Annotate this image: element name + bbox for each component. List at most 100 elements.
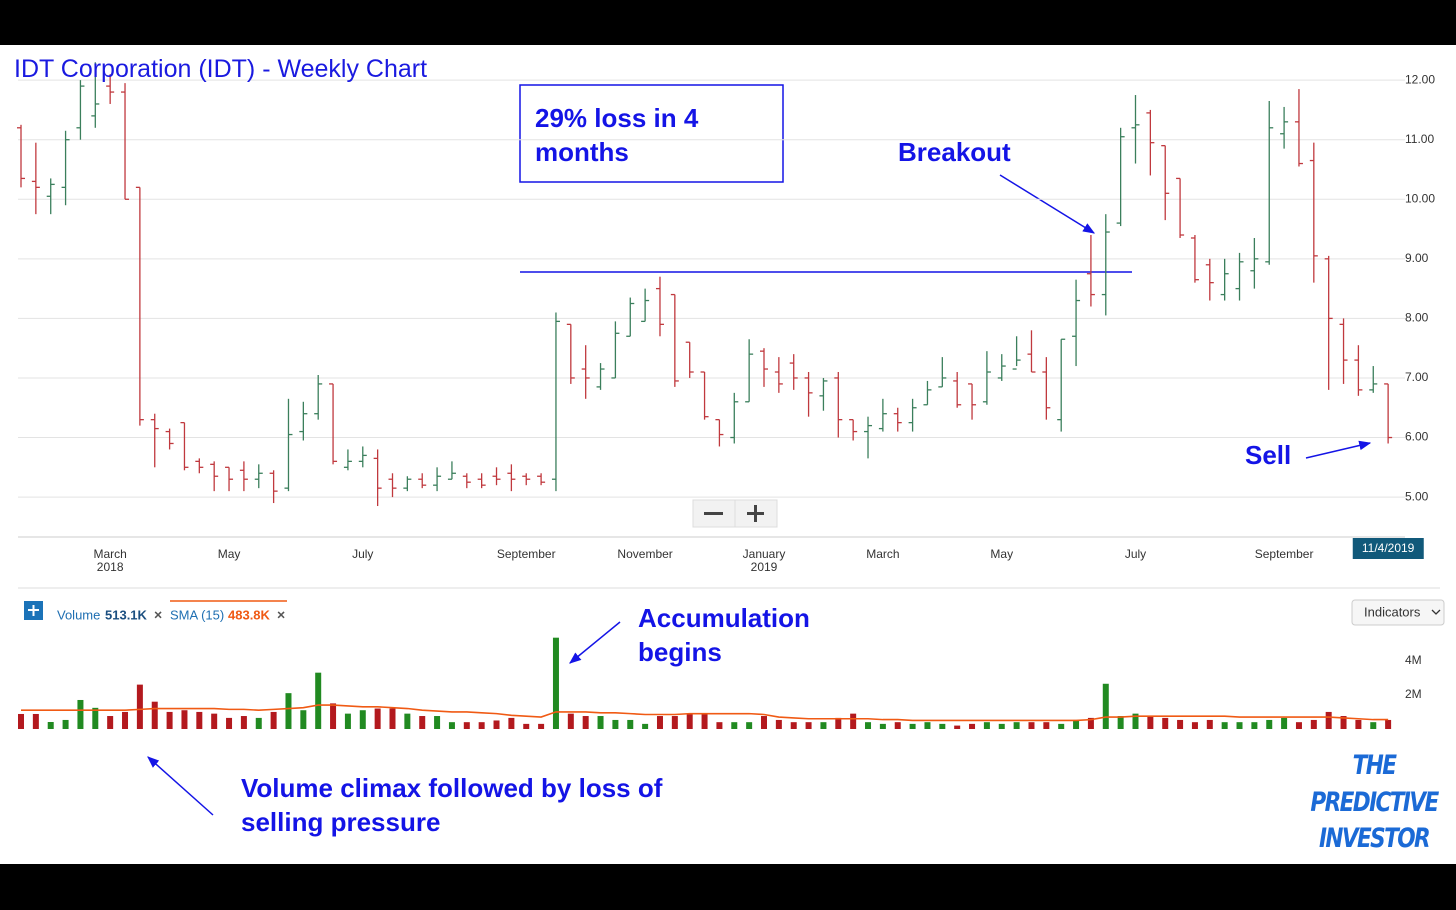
volume-bar: [879, 723, 886, 729]
volume-bar: [983, 722, 990, 729]
volume-bar: [404, 713, 411, 729]
volume-bar: [1310, 719, 1317, 729]
volume-bar: [255, 717, 262, 729]
volume-bar: [374, 708, 381, 729]
volume-bar: [270, 711, 277, 729]
volume-bar: [478, 722, 485, 729]
y-tick-label: 11.00: [1405, 132, 1434, 146]
volume-bar: [92, 707, 99, 729]
x-tick-label: May: [217, 547, 241, 561]
legend-label: Volume: [57, 607, 100, 622]
volume-bar: [909, 723, 916, 729]
arrow: [999, 174, 1096, 234]
volume-bar: [1221, 722, 1228, 729]
volume-bar: [226, 717, 233, 729]
volume-bar: [211, 713, 218, 729]
volume-bar: [285, 693, 292, 729]
volume-bar: [1087, 717, 1094, 729]
volume-bar: [731, 722, 738, 729]
volume-bar: [315, 672, 322, 729]
volume-bar: [434, 716, 441, 729]
dropdown-icon: [1431, 609, 1441, 615]
volume-bar: [136, 684, 143, 729]
volume-bar: [1370, 722, 1377, 729]
legend-label: SMA (15): [170, 607, 224, 622]
y-tick-label: 2M: [1405, 687, 1422, 701]
volume-bar: [597, 716, 604, 729]
volume-bar: [552, 637, 559, 729]
loss-annotation: 29% loss in 4 months: [535, 103, 699, 167]
volume-bar: [538, 723, 545, 729]
x-tick-label: July: [1124, 547, 1147, 561]
volume-bar: [954, 725, 961, 729]
arrow: [147, 756, 214, 816]
volume-bar: [1058, 723, 1065, 729]
volume-bar: [107, 716, 114, 729]
volume-bar: [32, 713, 39, 729]
volume-bar: [463, 722, 470, 729]
volume-bar: [419, 716, 426, 729]
volume-bar: [181, 710, 188, 729]
volume-bar: [1385, 719, 1392, 729]
legend-value: 513.1K: [105, 607, 148, 622]
volume-bar: [493, 720, 500, 729]
volume-bar: [671, 716, 678, 729]
volume-bar: [1177, 719, 1184, 729]
volume-bar: [1191, 722, 1198, 729]
volume-bar: [567, 713, 574, 729]
volume-bar: [642, 723, 649, 729]
y-tick-label: 5.00: [1405, 489, 1429, 503]
x-tick-label: September: [1254, 547, 1314, 561]
zoom-in-icon: [754, 505, 757, 522]
volume-bar: [151, 701, 158, 729]
x-tick-label: March: [866, 547, 900, 561]
volume-bar: [300, 710, 307, 729]
x-tick-label: September: [496, 547, 556, 561]
y-tick-label: 10.00: [1405, 191, 1435, 205]
legend-remove: ×: [277, 607, 285, 623]
indicators-label: Indicators: [1364, 604, 1421, 619]
logo-line: THE: [1352, 750, 1397, 781]
volume-bar: [47, 722, 54, 729]
volume-bar: [761, 716, 767, 729]
volume-bar: [62, 719, 69, 729]
logo-line: PREDICTIVE: [1310, 787, 1439, 818]
volume-bar: [1325, 711, 1332, 729]
volume-bar: [1206, 719, 1213, 729]
sma-line: [21, 704, 1389, 722]
volume-bar: [924, 722, 931, 729]
annotation-box: [519, 84, 784, 183]
y-tick-label: 7.00: [1405, 370, 1429, 384]
volume-bar: [894, 722, 901, 729]
y-tick-label: 12.00: [1405, 72, 1435, 86]
volume-bar: [865, 722, 872, 729]
volume-bar: [77, 699, 84, 729]
volume-bar: [1295, 722, 1302, 729]
volume-bar: [1340, 716, 1347, 729]
indicators-button[interactable]: [1351, 599, 1445, 626]
volume-bar: [1162, 717, 1169, 729]
volume-bar: [1147, 716, 1154, 729]
volume-bar: [656, 716, 663, 729]
volume-bar: [359, 710, 366, 729]
volume-bar: [1355, 719, 1362, 729]
volume-bar: [166, 711, 173, 729]
volume-bar: [850, 713, 857, 729]
y-tick-label: 8.00: [1405, 311, 1429, 325]
volume-bar: [1102, 683, 1109, 729]
volume-bar: [1132, 713, 1139, 729]
volume-bar: [1117, 716, 1124, 729]
volume-bar: [1028, 722, 1035, 729]
y-tick-label: 4M: [1405, 653, 1422, 667]
zoom-out-button[interactable]: [704, 512, 723, 515]
volume-bar: [1236, 722, 1243, 729]
volume-bar: [448, 722, 455, 729]
volume-bar: [1043, 722, 1050, 729]
volume-bar: [1266, 719, 1273, 729]
plus-icon: [32, 605, 35, 616]
sell-annotation: Sell: [1245, 440, 1292, 470]
volume-bar: [330, 703, 337, 729]
letterbox-bottom: [0, 864, 1456, 910]
